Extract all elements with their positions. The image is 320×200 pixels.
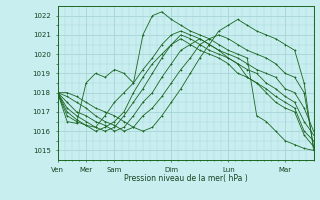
X-axis label: Pression niveau de la mer( hPa ): Pression niveau de la mer( hPa ) — [124, 174, 247, 183]
